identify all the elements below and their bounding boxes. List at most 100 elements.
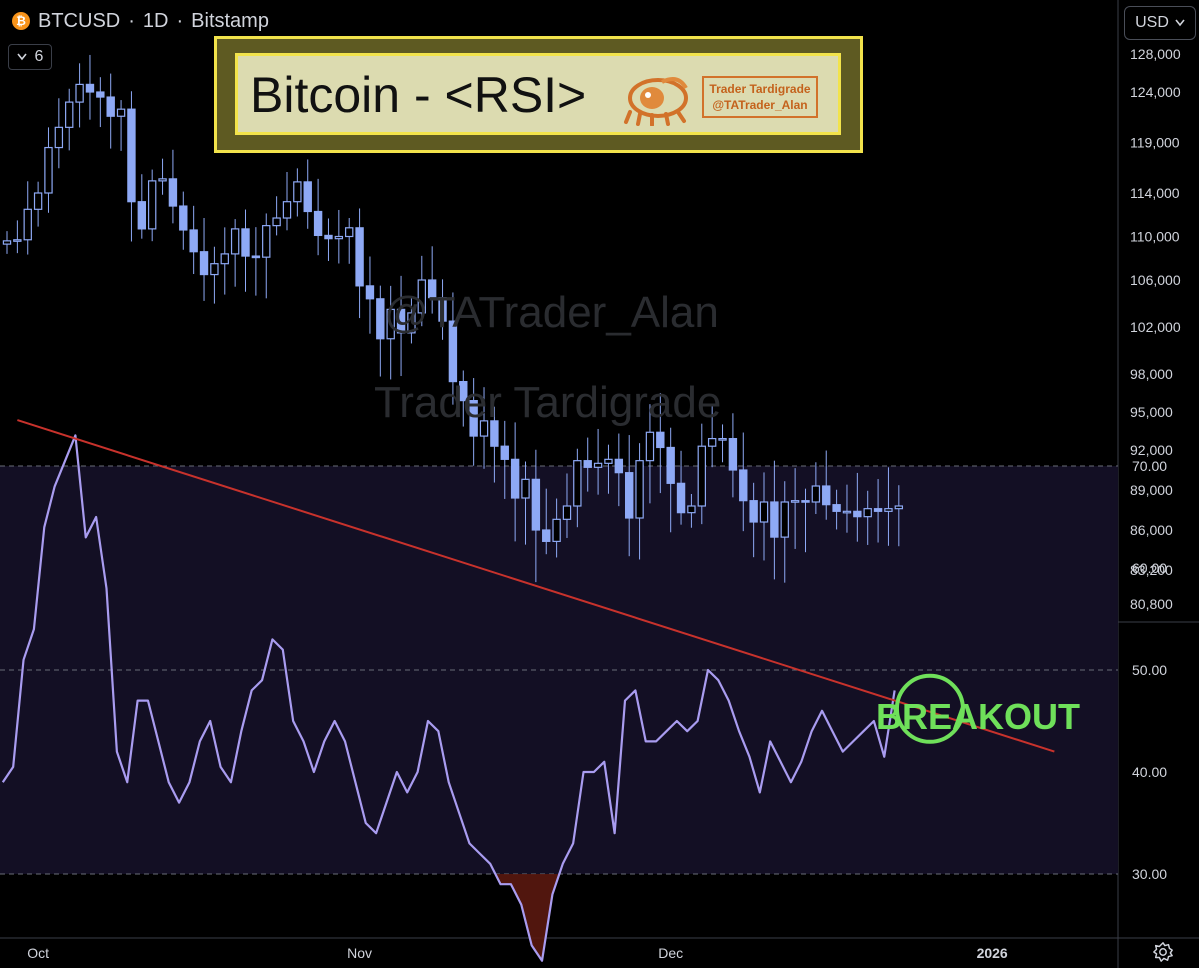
candle [780,501,789,538]
breakout-label: BREAKOUT [876,696,1080,737]
candle [127,108,136,203]
candle [179,205,188,231]
candle [96,91,105,98]
candle [552,518,561,542]
gear-icon[interactable] [1152,941,1174,963]
candle [106,96,115,117]
candle [230,228,240,255]
candle [137,201,147,230]
candle [54,126,64,149]
rsi-line [1,434,896,962]
candle [33,192,43,210]
candle [873,508,883,512]
exchange-label: Bitstamp [191,9,269,32]
rsi-tick-label: 60.00 [1132,560,1167,576]
price-tick-label: 86,000 [1130,522,1173,538]
candle [676,482,686,514]
candle [863,508,872,518]
price-tick-label: 98,000 [1130,366,1173,382]
candle [438,297,447,322]
interval-label: 1D [142,9,169,32]
rsi-tick-label: 50.00 [1132,662,1167,678]
price-tick-label: 95,000 [1130,404,1173,420]
candle [894,505,904,510]
separator-dot: · [176,9,184,32]
candle [593,462,603,468]
candle [65,101,74,128]
candle [801,500,810,503]
candle [479,420,489,437]
candle [718,438,727,441]
breakout-circle [894,673,965,744]
price-tick-label: 89,000 [1130,482,1173,498]
chevron-down-icon [16,53,27,61]
candle [510,458,520,499]
candle [13,239,22,242]
watermark-handle: @TATrader_Alan [384,288,719,337]
candle [365,285,375,300]
candle [220,253,229,265]
candle [842,510,852,514]
chevron-down-icon [1175,19,1185,27]
candle [811,485,821,503]
candle [116,108,126,117]
candle [417,279,427,314]
price-tick-label: 110,000 [1130,229,1180,245]
candle [687,505,696,514]
candle [604,458,613,464]
indicators-toggle[interactable]: 6 [8,44,52,70]
tardigrade-logo-icon [624,77,688,126]
candle [355,227,364,287]
rsi-tick-label: 30.00 [1132,866,1167,882]
rsi-trendline [17,419,1055,753]
candle [624,472,634,519]
candle [542,529,551,542]
title-banner: Bitcoin - <RSI> Trader Tardigrade @TATra… [214,36,863,153]
price-tick-label: 114,000 [1130,185,1180,201]
candle [168,178,178,207]
price-tick-label: 92,000 [1130,442,1173,458]
candle [407,312,416,334]
price-tick-label: 124,000 [1130,84,1181,100]
candle [199,251,209,276]
candle [790,500,800,503]
candle [635,460,644,519]
candles-layer [2,54,904,583]
symbol-legend[interactable]: ₿ BTCUSD · 1D · Bitstamp [12,8,269,34]
candle [282,201,292,219]
banner-title: Bitcoin - <RSI> [250,67,587,123]
candle [645,431,655,462]
candle [324,234,333,240]
candle [759,501,769,523]
candle [739,469,748,502]
time-tick-label: 2026 [977,945,1008,961]
candle [427,279,437,299]
candle [241,228,250,257]
candle [770,501,779,538]
candle [251,255,261,259]
candle [521,478,530,499]
price-tick-label: 83,200 [1130,562,1173,578]
rsi-layer [1,419,1055,962]
title-plate: Bitcoin - <RSI> Trader Tardigrade @TATra… [235,53,841,135]
badge-handle: @TATrader_Alan [712,98,808,112]
candle [75,83,84,103]
candle [293,181,302,203]
candle [666,446,675,484]
candle [562,505,572,520]
candle [459,381,468,402]
candle [583,460,592,468]
candle [656,431,665,449]
price-tick-label: 119,000 [1130,135,1180,151]
candle [272,217,281,227]
candle [531,478,541,531]
currency-button[interactable]: USD [1124,6,1196,40]
symbol-name: BTCUSD [38,9,121,32]
candle [500,445,509,460]
candle [396,308,406,334]
candle [728,438,738,471]
oversold-fill [494,874,559,961]
time-tick-label: Dec [658,945,683,961]
candle [44,146,53,194]
